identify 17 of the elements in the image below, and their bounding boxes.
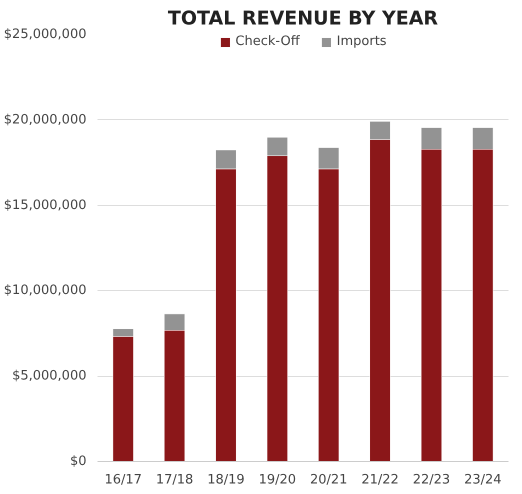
x-tick-label: 20/21 — [310, 472, 348, 488]
legend-label: Check-Off — [235, 34, 300, 49]
y-tick-label: $10,000,000 — [4, 283, 87, 298]
chart-title: TOTAL REVENUE BY YEAR — [168, 8, 438, 30]
y-tick-label: $0 — [70, 454, 87, 469]
y-tick-label: $5,000,000 — [12, 368, 87, 384]
x-tick-label: 16/17 — [104, 472, 142, 488]
x-tick-label: 17/18 — [156, 472, 194, 488]
x-tick-label: 18/19 — [207, 472, 245, 488]
x-tick-label: 23/24 — [464, 472, 502, 488]
legend-label: Imports — [336, 34, 387, 49]
x-tick-label: 21/22 — [361, 472, 399, 488]
x-tick-label: 19/20 — [258, 472, 296, 488]
y-tick-label: $20,000,000 — [4, 112, 87, 128]
y-tick-label: $25,000,000 — [4, 27, 87, 42]
y-tick-label: $15,000,000 — [4, 198, 87, 213]
x-tick-label: 22/23 — [412, 472, 450, 488]
